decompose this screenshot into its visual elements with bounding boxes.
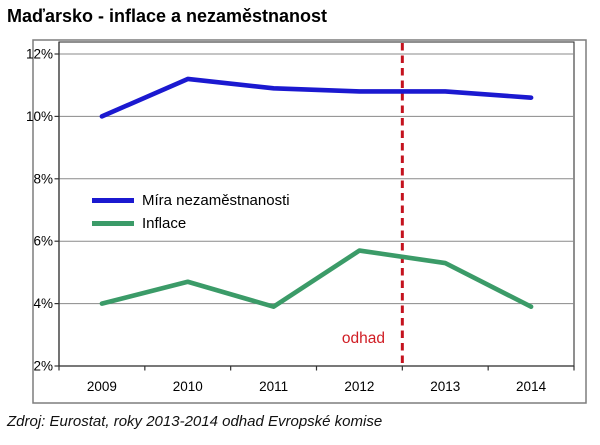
chart-title: Maďarsko - inflace a nezaměstnanost <box>7 6 328 26</box>
series-line-unemployment <box>99 76 534 119</box>
y-tick-label: 12% <box>26 47 53 62</box>
x-tick-label: 2011 <box>259 379 288 394</box>
source-note: Zdroj: Eurostat, roky 2013-2014 odhad Ev… <box>7 413 383 430</box>
chart-legend: Míra nezaměstnanosti Inflace <box>92 189 290 235</box>
unemployment-line-swatch <box>92 198 134 203</box>
x-tick-label: 2012 <box>344 379 374 394</box>
series-line-inflation <box>99 248 534 310</box>
legend-label-unemployment: Míra nezaměstnanosti <box>142 192 290 209</box>
legend-item-unemployment: Míra nezaměstnanosti <box>92 189 290 212</box>
y-tick-label: 4% <box>33 296 53 311</box>
y-tick-label: 2% <box>33 359 53 374</box>
x-tick-label: 2010 <box>173 379 203 394</box>
y-tick-label: 10% <box>26 109 53 124</box>
estimate-annotation: odhad <box>341 330 385 347</box>
y-tick-label: 8% <box>33 171 53 186</box>
legend-label-inflation: Inflace <box>142 215 187 232</box>
x-tick-label: 2013 <box>430 379 460 394</box>
x-tick-label: 2009 <box>87 379 117 394</box>
legend-item-inflation: Inflace <box>92 212 290 235</box>
x-tick-label: 2014 <box>516 379 547 394</box>
y-tick-label: 6% <box>33 234 53 249</box>
inflation-line-swatch <box>92 221 134 226</box>
